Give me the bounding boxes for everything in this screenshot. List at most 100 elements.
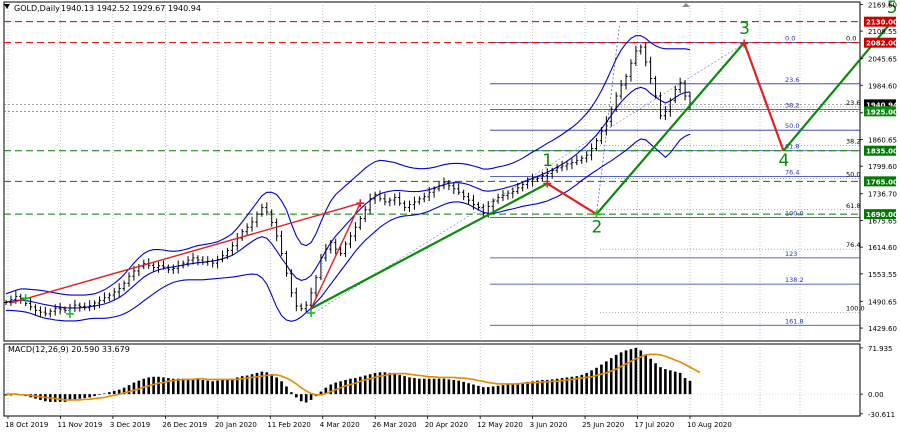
fib-a-level-label: 123 [785, 250, 797, 258]
macd-bar [117, 389, 121, 395]
macd-bar [501, 385, 505, 395]
price-badge-label: 1940.94 [866, 101, 898, 109]
impulse-wave-line [310, 182, 548, 310]
macd-bar [240, 376, 244, 395]
macd-bar [536, 380, 539, 395]
macd-bar [452, 380, 456, 395]
macd-bar [260, 371, 264, 395]
fib-a-level-label: 38.2 [785, 102, 799, 110]
macd-bar [427, 378, 431, 395]
macd-bar [408, 377, 411, 395]
bollinger-lower [6, 133, 691, 322]
trend-helper-line [596, 26, 620, 215]
macd-bar [432, 378, 436, 395]
macd-bar [349, 378, 352, 395]
x-tick-label: 3 Jun 2020 [530, 421, 568, 429]
macd-bar [98, 394, 101, 395]
macd-bar [639, 350, 643, 395]
macd-bar [373, 372, 377, 395]
y-tick-label: 1553.55 [868, 271, 897, 279]
macd-bar [235, 377, 239, 395]
price-badge [864, 16, 896, 27]
x-tick-label: 4 Mar 2020 [320, 421, 360, 429]
fib-a-level-label: 100.0 [785, 210, 804, 218]
price-badge [864, 209, 896, 220]
macd-bar [206, 380, 210, 395]
macd-bar [344, 380, 347, 395]
wave-label: 2 [592, 218, 603, 238]
fib-b-level-label: 100.0 [846, 305, 865, 313]
symbol-label: GOLD,Daily [14, 4, 60, 13]
macd-bar [659, 367, 662, 395]
y-tick-label: 1490.65 [868, 298, 897, 306]
fib-b-level-label: 76.4 [846, 241, 860, 249]
macd-bar [619, 352, 623, 395]
macd-bar [137, 380, 141, 395]
macd-bar [250, 374, 254, 395]
macd-bar [265, 372, 269, 395]
y-tick-label: 1429.60 [868, 325, 897, 333]
macd-bar [673, 371, 677, 395]
macd-bar [152, 376, 155, 395]
bollinger-middle [5, 86, 691, 309]
macd-bar [157, 376, 160, 395]
macd-bar [290, 392, 293, 395]
macd-bar [624, 350, 628, 395]
impulse-wave-line [595, 41, 745, 215]
fib-a-level-label: 161.8 [785, 317, 804, 325]
macd-bar [378, 372, 382, 395]
macd-label: MACD(12,26,9) 20.590 33.679 [8, 345, 130, 354]
fib-a-level-label: 0.0 [785, 35, 795, 43]
macd-bar [629, 349, 633, 395]
macd-bar [477, 385, 480, 395]
wave-label: 5 [887, 0, 898, 18]
bollinger-upper [5, 35, 691, 296]
indicator-triangle-icon [4, 4, 10, 9]
macd-bar [73, 394, 77, 400]
macd-bar [58, 394, 62, 402]
fib-b-level-label: 0.0 [846, 35, 856, 43]
macd-bar [245, 375, 249, 395]
y-tick-label: 1675.65 [868, 217, 897, 225]
macd-bar [398, 374, 401, 395]
correction-line [10, 202, 361, 304]
y-tick-label: 1860.65 [868, 137, 897, 145]
price-badge-label: 2082.00 [866, 40, 898, 48]
wave-label: 1 [542, 151, 553, 171]
macd-bar [68, 394, 72, 401]
macd-bar [127, 385, 131, 395]
x-tick-label: 25 Jun 2020 [582, 421, 624, 429]
fib-b-level-label: 50.0 [846, 170, 860, 178]
macd-bar [186, 378, 190, 395]
x-tick-label: 26 Dec 2019 [162, 421, 207, 429]
macd-bar [418, 378, 421, 395]
macd-bar [221, 380, 224, 395]
macd-bar [319, 391, 323, 395]
y-tick-label: 2045.65 [868, 56, 897, 64]
x-tick-label: 11 Feb 2020 [267, 421, 311, 429]
macd-bar [295, 394, 298, 398]
macd-bar [226, 379, 229, 395]
main-plot-frame [3, 1, 861, 342]
price-badge-label: 2130.00 [866, 19, 898, 27]
macd-bar [108, 392, 111, 395]
macd-bar [181, 378, 185, 395]
macd-bar [521, 382, 524, 395]
fib-b-level-label: 23.6 [846, 99, 860, 107]
macd-bar [78, 394, 82, 399]
macd-bar [482, 387, 485, 395]
macd-bar [605, 361, 608, 395]
fib-b-level-label: 61.8 [846, 202, 860, 210]
macd-bar [555, 378, 559, 395]
macd-bar [112, 390, 116, 395]
macd-bar [570, 376, 574, 395]
price-badge-label: 1925.00 [866, 108, 898, 116]
macd-bar [191, 378, 195, 395]
fib-a-level-label: 61.8 [785, 143, 799, 151]
macd-bar [299, 394, 303, 402]
macd-bar [413, 378, 416, 395]
macd-bar [486, 387, 490, 395]
macd-bar [560, 378, 564, 395]
macd-bar [162, 377, 165, 395]
macd-bar [304, 394, 308, 403]
